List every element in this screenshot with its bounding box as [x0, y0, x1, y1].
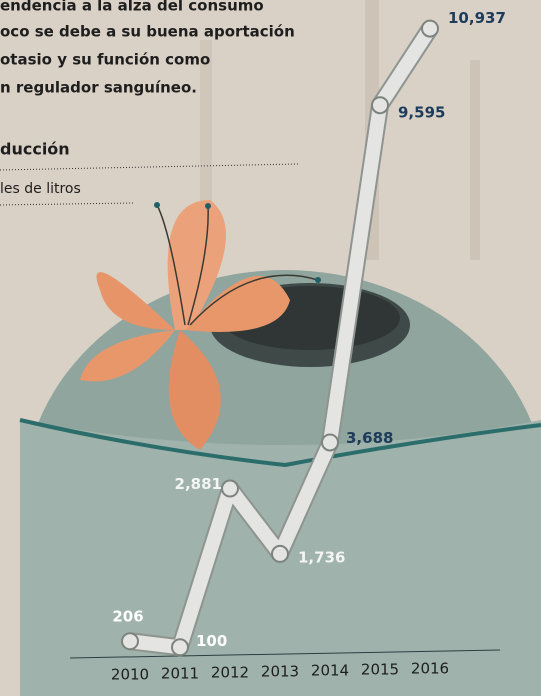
point [422, 21, 438, 37]
x-tick-label: 2015 [361, 661, 399, 679]
point [122, 633, 138, 649]
value-label: 3,688 [346, 429, 393, 447]
text-line: n regulador sanguíneo. [0, 79, 197, 97]
point [372, 97, 388, 113]
infographic: endencia a la alza del consumo oco se de… [0, 0, 541, 696]
point [322, 434, 338, 450]
point [272, 546, 288, 562]
value-label: 10,937 [448, 9, 506, 27]
point [172, 639, 188, 655]
x-tick-label: 2013 [261, 663, 299, 681]
text-line: oco se debe a su buena aportación [0, 23, 295, 41]
value-label: 9,595 [398, 104, 445, 122]
text-line: endencia a la alza del consumo [0, 0, 264, 15]
text-line: otasio y su función como [0, 51, 210, 69]
x-tick-label: 2012 [211, 664, 249, 682]
x-tick-label: 2011 [161, 665, 199, 683]
x-tick-label: 2010 [111, 666, 149, 684]
chart-title: ducción [0, 140, 70, 159]
value-label: 1,736 [298, 548, 345, 566]
value-label: 100 [196, 632, 227, 650]
x-tick-label: 2016 [411, 660, 449, 678]
x-tick-label: 2014 [311, 662, 349, 680]
value-label: 2,881 [175, 475, 222, 493]
point [222, 481, 238, 497]
value-label: 206 [112, 608, 143, 626]
chart-subtitle: les de litros [0, 181, 81, 197]
